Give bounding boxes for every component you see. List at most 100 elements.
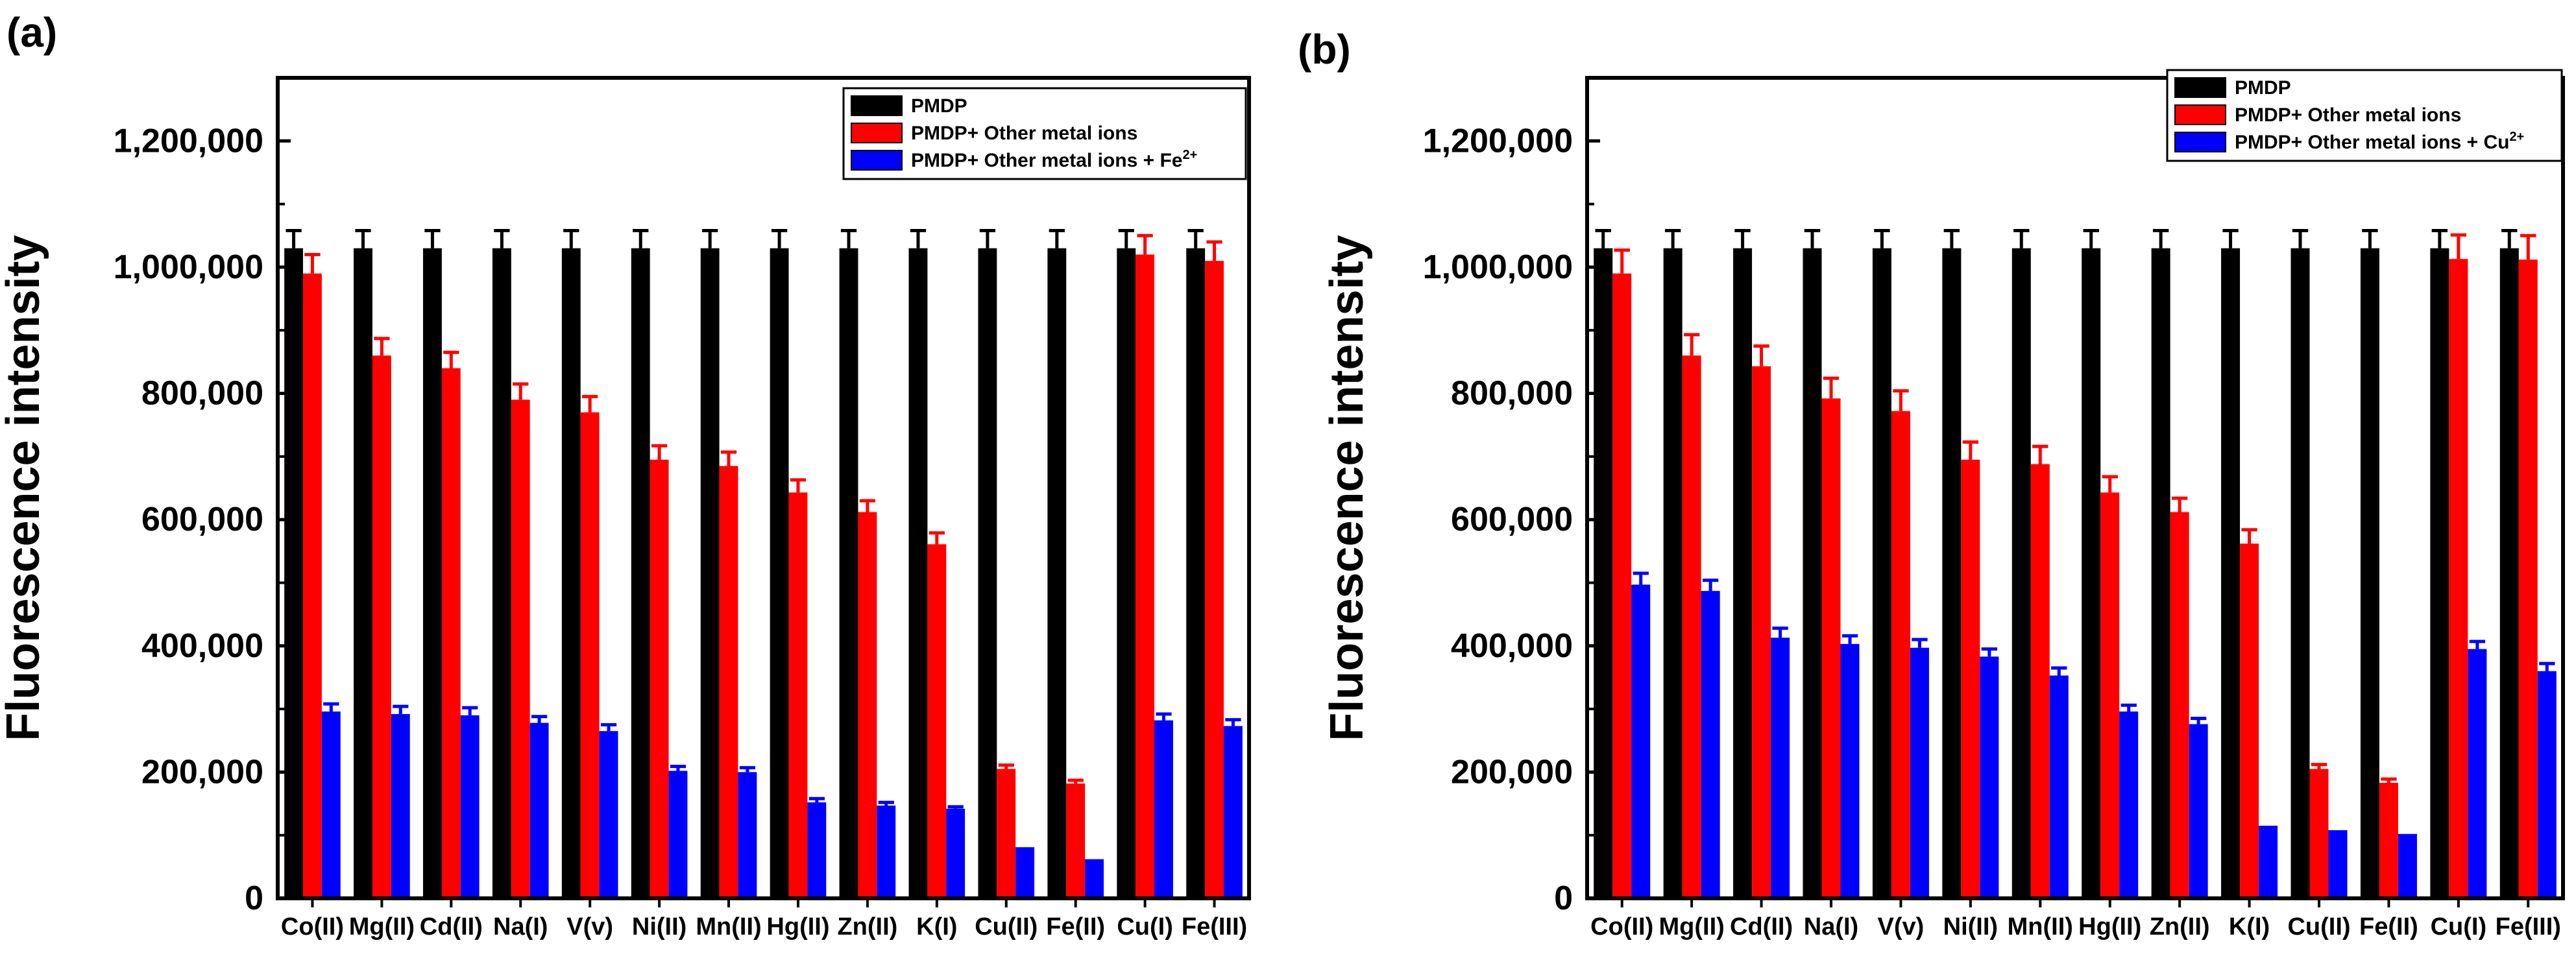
error-bar-metal-target-3 [1841, 634, 1858, 644]
error-bar-pmdp-0 [286, 228, 302, 248]
error-bar-pmdp-10 [979, 228, 996, 248]
error-bar-pmdp-12 [1118, 228, 1134, 248]
error-bar-metal-9 [929, 531, 945, 545]
bar-metal-2 [441, 368, 461, 898]
error-bar-pmdp-1 [355, 228, 371, 248]
error-bar-metal-target-1 [1702, 579, 1719, 592]
bar-metal-target-8 [877, 805, 896, 898]
bar-metal-2 [1752, 366, 1771, 898]
error-bar-metal-target-3 [531, 715, 548, 723]
error-bar-metal-target-9 [947, 805, 964, 809]
x-tick-label: Zn(II) [837, 913, 897, 940]
panel-label: (b) [1298, 26, 1351, 73]
bar-metal-target-0 [321, 711, 341, 898]
plot-frame [1585, 76, 2565, 900]
error-bar-pmdp-10 [2292, 228, 2309, 248]
bar-pmdp-12 [1117, 248, 1136, 898]
y-tick-label: 0 [1554, 880, 1573, 917]
x-tick-label: Hg(II) [2078, 913, 2141, 940]
bar-pmdp-0 [284, 248, 304, 898]
bar-pmdp-0 [1594, 248, 1613, 898]
error-bar-metal-target-13 [2539, 662, 2555, 671]
bar-metal-5 [1961, 459, 1980, 898]
bar-pmdp-10 [2290, 248, 2310, 898]
error-bar-metal-10 [998, 763, 1014, 769]
bar-pmdp-8 [839, 248, 858, 898]
error-bar-metal-target-1 [393, 704, 409, 714]
bar-metal-7 [788, 492, 808, 898]
bar-metal-13 [1205, 261, 1224, 898]
error-bar-metal-5 [651, 444, 668, 460]
error-bar-pmdp-8 [840, 228, 857, 248]
bar-metal-3 [1821, 398, 1841, 898]
error-bar-metal-12 [2450, 233, 2467, 259]
legend-box [842, 87, 1247, 180]
bar-metal-7 [2100, 492, 2120, 898]
error-bar-metal-11 [2381, 777, 2397, 783]
error-bar-metal-11 [1067, 778, 1084, 784]
bar-metal-4 [580, 412, 600, 898]
bar-metal-0 [303, 273, 322, 899]
error-bar-pmdp-2 [1734, 228, 1751, 248]
bar-pmdp-9 [2221, 248, 2241, 898]
bar-pmdp-2 [423, 248, 442, 898]
error-bar-pmdp-12 [2431, 228, 2448, 248]
bar-metal-target-0 [1631, 584, 1651, 898]
y-tick-label: 1,200,000 [1423, 122, 1573, 160]
error-bar-metal-target-8 [2190, 717, 2207, 724]
error-bar-metal-target-0 [1633, 571, 1649, 585]
bar-metal-target-2 [460, 715, 480, 898]
bar-metal-target-9 [2259, 826, 2278, 898]
x-tick-label: Cu(II) [975, 913, 1038, 940]
error-bar-metal-0 [304, 252, 321, 274]
bar-metal-target-4 [1910, 647, 1929, 898]
error-bar-metal-target-2 [1772, 627, 1788, 638]
bar-metal-1 [372, 355, 391, 898]
error-bar-pmdp-4 [563, 228, 579, 248]
error-bar-metal-6 [2032, 444, 2048, 464]
x-tick-label: Fe(III) [2496, 913, 2561, 940]
x-tick-label: Cu(I) [1117, 913, 1173, 940]
x-tick-label: Mn(II) [696, 913, 761, 940]
x-tick-label: Zn(II) [2150, 913, 2210, 940]
x-tick-label: Na(I) [1804, 913, 1858, 940]
error-bar-metal-3 [1823, 376, 1840, 399]
error-bar-metal-target-8 [878, 800, 894, 806]
error-bar-metal-target-7 [808, 796, 825, 803]
error-bar-metal-target-12 [1156, 712, 1172, 721]
error-bar-metal-8 [2171, 496, 2188, 512]
bar-metal-target-13 [2537, 671, 2557, 898]
y-tick-label: 800,000 [141, 375, 263, 413]
error-bar-pmdp-7 [2083, 228, 2099, 248]
legend-swatch-metal [851, 123, 903, 143]
error-bar-pmdp-13 [1187, 228, 1204, 248]
bar-pmdp-3 [492, 248, 511, 898]
bar-metal-10 [2309, 769, 2329, 898]
bar-pmdp-5 [631, 248, 650, 898]
bar-metal-11 [2379, 782, 2398, 898]
error-bar-metal-target-4 [600, 723, 617, 732]
error-bar-pmdp-8 [2152, 228, 2169, 248]
bar-metal-target-12 [2468, 649, 2487, 898]
bar-pmdp-11 [1047, 248, 1067, 898]
y-axis-title: Fluorescence intensity [1321, 235, 1373, 741]
x-tick-label: V(v) [566, 913, 613, 940]
error-bar-pmdp-13 [2501, 228, 2518, 248]
error-bar-metal-12 [1137, 234, 1153, 255]
bar-pmdp-7 [2082, 248, 2101, 898]
bar-metal-target-6 [2049, 675, 2069, 898]
bar-metal-target-2 [1771, 638, 1790, 898]
x-tick-label: Cd(II) [1730, 913, 1793, 940]
error-bar-pmdp-11 [1049, 228, 1065, 248]
error-bar-pmdp-0 [1595, 228, 1611, 248]
error-bar-metal-6 [720, 450, 737, 466]
x-tick-label: Cu(II) [2287, 913, 2350, 940]
bar-metal-1 [1682, 355, 1701, 898]
x-tick-label: Mg(II) [349, 913, 415, 940]
bar-metal-target-9 [946, 808, 966, 898]
error-bar-pmdp-6 [702, 228, 718, 248]
error-bar-metal-1 [1683, 333, 1700, 356]
bar-metal-9 [2240, 544, 2259, 898]
x-tick-label: Co(II) [1590, 913, 1653, 940]
error-bar-metal-target-12 [2469, 640, 2486, 649]
